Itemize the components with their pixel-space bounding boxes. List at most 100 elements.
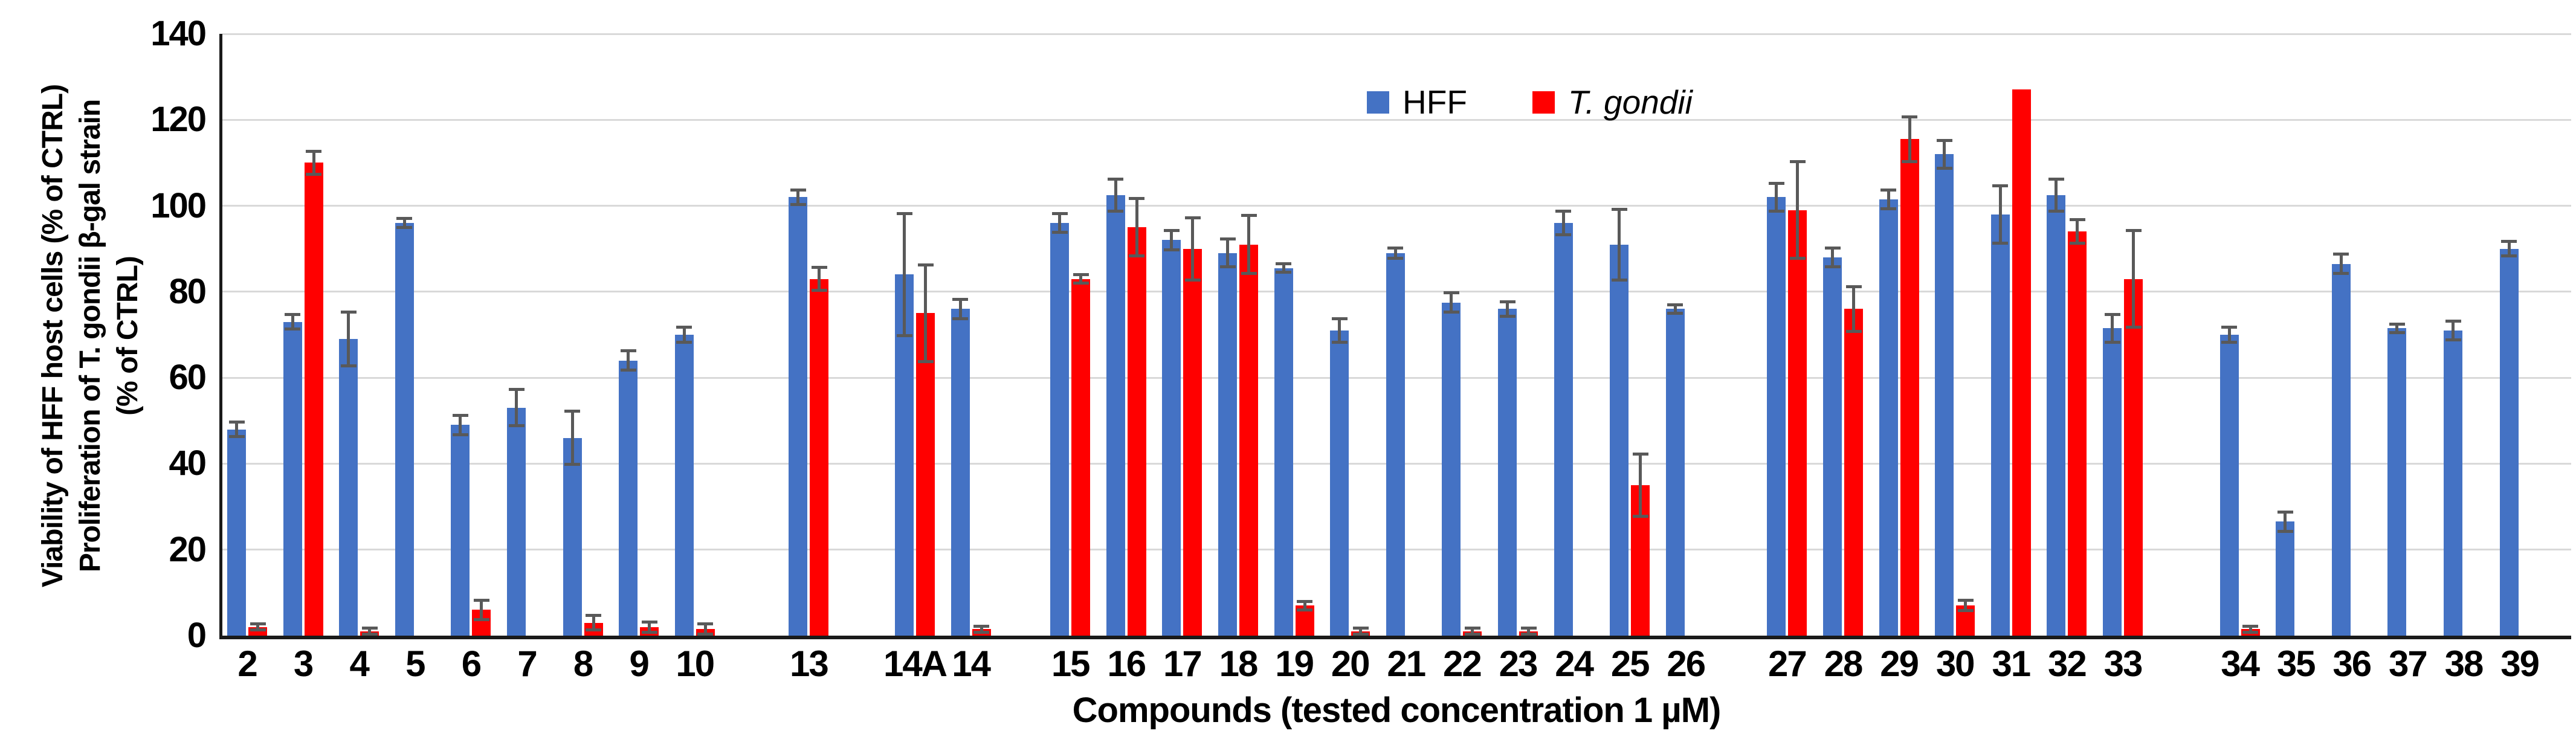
gridline-120 bbox=[222, 118, 2571, 121]
x-tick-label-27: 27 bbox=[1768, 643, 1807, 684]
error-whisker-hff-38 bbox=[2452, 321, 2455, 340]
bar-hff-3 bbox=[283, 321, 302, 636]
error-cap-hff-4 bbox=[340, 311, 357, 314]
error-whisker-tgondii-16 bbox=[1135, 199, 1138, 256]
error-whisker-hff-37 bbox=[2395, 324, 2399, 332]
bar-hff-10 bbox=[674, 335, 694, 636]
error-whisker-tgondii-29 bbox=[1908, 117, 1911, 161]
error-cap-hff-30 bbox=[1936, 138, 1952, 142]
bar-hff-2 bbox=[227, 429, 246, 636]
error-whisker-hff-13 bbox=[796, 190, 800, 204]
error-cap-tgondii-16 bbox=[1129, 254, 1145, 258]
error-cap-tgondii-23 bbox=[1520, 633, 1537, 636]
error-whisker-tgondii-17 bbox=[1191, 218, 1195, 279]
bar-tgondii-17 bbox=[1183, 248, 1202, 636]
y-tick-label-0: 0 bbox=[187, 616, 207, 655]
error-cap-tgondii-33 bbox=[2125, 325, 2142, 329]
x-tick-label-21: 21 bbox=[1387, 643, 1426, 684]
error-cap-hff-33 bbox=[2104, 312, 2120, 316]
bar-hff-21 bbox=[1386, 253, 1405, 636]
error-cap-tgondii-34 bbox=[2242, 630, 2259, 634]
error-whisker-hff-5 bbox=[402, 219, 406, 227]
bar-hff-7 bbox=[507, 407, 526, 636]
legend-swatch-icon bbox=[1532, 91, 1555, 114]
bar-hff-23 bbox=[1498, 309, 1517, 636]
y-tick-label-40: 40 bbox=[169, 443, 207, 483]
error-cap-tgondii-13 bbox=[811, 265, 827, 269]
error-cap-hff-30 bbox=[1936, 166, 1952, 170]
error-cap-hff-8 bbox=[564, 463, 581, 466]
x-tick-label-24: 24 bbox=[1555, 643, 1594, 684]
error-cap-tgondii-2 bbox=[250, 628, 266, 632]
error-whisker-tgondii-20 bbox=[1359, 629, 1363, 634]
error-whisker-tgondii-6 bbox=[480, 601, 483, 619]
bar-hff-14 bbox=[951, 309, 970, 636]
error-cap-hff-13 bbox=[790, 203, 806, 206]
error-whisker-hff-23 bbox=[1506, 302, 1509, 315]
error-cap-hff-38 bbox=[2445, 338, 2461, 342]
x-tick-label-13: 13 bbox=[790, 643, 829, 684]
error-whisker-hff-6 bbox=[459, 416, 462, 434]
legend-swatch-icon bbox=[1367, 91, 1389, 114]
error-whisker-hff-22 bbox=[1450, 294, 1453, 311]
error-whisker-tgondii-14A bbox=[924, 266, 927, 361]
error-cap-hff-35 bbox=[2277, 529, 2293, 533]
error-cap-hff-7 bbox=[508, 424, 525, 428]
error-cap-hff-7 bbox=[508, 388, 525, 392]
error-cap-hff-33 bbox=[2104, 340, 2120, 344]
error-whisker-tgondii-2 bbox=[256, 625, 259, 630]
x-tick-label-33: 33 bbox=[2103, 643, 2143, 684]
x-tick-label-31: 31 bbox=[1992, 643, 2031, 684]
x-tick-label-22: 22 bbox=[1443, 643, 1482, 684]
error-cap-tgondii-10 bbox=[697, 633, 714, 636]
error-cap-hff-9 bbox=[620, 349, 636, 353]
bar-hff-37 bbox=[2387, 328, 2407, 636]
error-whisker-tgondii-10 bbox=[703, 625, 707, 634]
error-cap-hff-5 bbox=[396, 217, 413, 221]
bar-hff-18 bbox=[1218, 253, 1237, 636]
error-cap-tgondii-28 bbox=[1845, 285, 1862, 288]
x-tick-label-34: 34 bbox=[2221, 643, 2260, 684]
x-tick-label-25: 25 bbox=[1610, 643, 1650, 684]
error-cap-tgondii-9 bbox=[641, 630, 657, 634]
legend: HFF T. gondii bbox=[1367, 86, 1693, 119]
bar-hff-8 bbox=[563, 437, 582, 636]
error-cap-hff-17 bbox=[1163, 248, 1180, 251]
x-axis-line bbox=[219, 636, 2571, 639]
error-whisker-tgondii-13 bbox=[818, 268, 821, 290]
error-cap-hff-13 bbox=[790, 188, 806, 192]
error-cap-hff-17 bbox=[1163, 229, 1180, 233]
error-cap-hff-29 bbox=[1880, 207, 1897, 211]
error-whisker-hff-39 bbox=[2507, 242, 2511, 256]
bar-hff-36 bbox=[2331, 263, 2351, 636]
error-cap-hff-37 bbox=[2389, 322, 2405, 326]
error-whisker-hff-17 bbox=[1170, 231, 1173, 249]
y-axis-title-line-1: Viability of HFF host cells (% of CTRL) bbox=[37, 84, 69, 588]
error-whisker-hff-20 bbox=[1338, 320, 1341, 341]
error-cap-hff-14 bbox=[952, 298, 969, 302]
error-whisker-tgondii-27 bbox=[1796, 163, 1800, 257]
bar-hff-38 bbox=[2444, 330, 2462, 636]
bar-tgondii-33 bbox=[2124, 279, 2143, 636]
bar-tgondii-18 bbox=[1239, 244, 1258, 636]
error-cap-tgondii-19 bbox=[1297, 608, 1313, 611]
error-whisker-tgondii-34 bbox=[2248, 627, 2252, 631]
error-cap-tgondii-20 bbox=[1352, 633, 1369, 636]
error-cap-tgondii-34 bbox=[2242, 624, 2259, 628]
error-cap-tgondii-18 bbox=[1241, 271, 1257, 275]
x-tick-label-32: 32 bbox=[2048, 643, 2087, 684]
x-tick-label-18: 18 bbox=[1219, 643, 1259, 684]
error-cap-hff-31 bbox=[1992, 242, 2009, 245]
error-cap-hff-34 bbox=[2221, 340, 2238, 344]
error-cap-hff-20 bbox=[1331, 317, 1348, 321]
error-cap-tgondii-27 bbox=[1789, 256, 1806, 260]
error-cap-hff-19 bbox=[1276, 262, 1292, 266]
x-tick-label-7: 7 bbox=[517, 643, 537, 684]
error-whisker-tgondii-30 bbox=[1964, 601, 1968, 610]
bar-hff-33 bbox=[2103, 328, 2122, 636]
error-whisker-hff-2 bbox=[235, 422, 238, 436]
error-cap-hff-9 bbox=[620, 368, 636, 372]
error-whisker-hff-4 bbox=[347, 313, 350, 365]
error-whisker-hff-3 bbox=[291, 315, 294, 329]
error-cap-hff-36 bbox=[2333, 271, 2349, 275]
